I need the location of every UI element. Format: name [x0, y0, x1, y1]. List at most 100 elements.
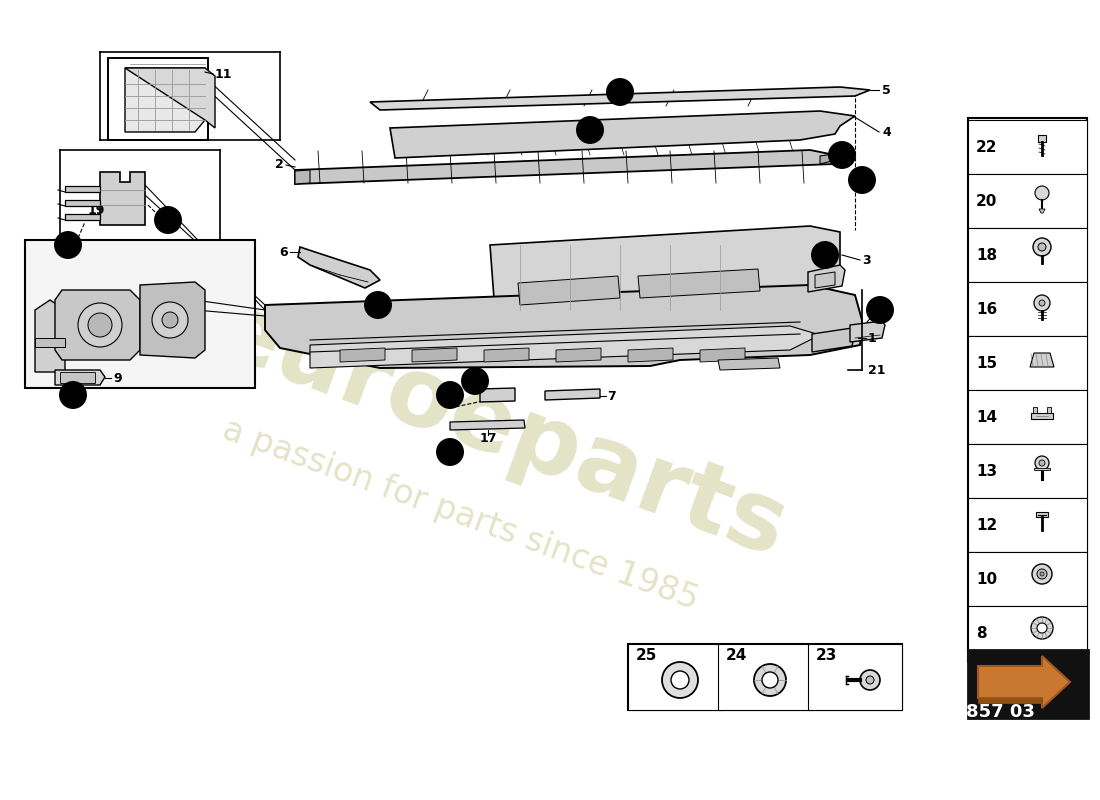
Text: 857 03: 857 03 — [966, 703, 1034, 721]
Text: 2: 2 — [275, 158, 284, 171]
Polygon shape — [718, 358, 780, 370]
Circle shape — [152, 302, 188, 338]
Polygon shape — [1033, 407, 1037, 413]
Polygon shape — [100, 172, 145, 225]
Polygon shape — [55, 370, 104, 385]
Text: 23: 23 — [816, 649, 837, 663]
Circle shape — [365, 292, 390, 318]
Polygon shape — [1030, 353, 1054, 367]
Text: 4: 4 — [882, 126, 891, 138]
Bar — [968, 552, 1087, 606]
Polygon shape — [556, 348, 601, 362]
Text: 1: 1 — [868, 331, 877, 345]
Text: 20: 20 — [976, 194, 998, 209]
Polygon shape — [370, 87, 870, 110]
Circle shape — [1040, 460, 1045, 466]
Polygon shape — [820, 153, 840, 164]
Text: 24: 24 — [726, 649, 747, 663]
Bar — [968, 282, 1087, 336]
Circle shape — [437, 382, 463, 408]
Text: 19: 19 — [88, 203, 106, 217]
Bar — [968, 606, 1087, 660]
Bar — [968, 650, 1088, 718]
Circle shape — [860, 670, 880, 690]
Polygon shape — [812, 328, 855, 352]
Polygon shape — [978, 656, 1070, 708]
Text: 24: 24 — [60, 240, 76, 250]
Polygon shape — [978, 698, 1042, 703]
Polygon shape — [1047, 407, 1050, 413]
Text: 10: 10 — [65, 390, 80, 400]
Polygon shape — [55, 290, 140, 360]
Polygon shape — [628, 348, 673, 362]
Text: 7: 7 — [607, 390, 616, 402]
Bar — [968, 498, 1087, 552]
Bar — [968, 336, 1087, 390]
Text: a passion for parts since 1985: a passion for parts since 1985 — [218, 414, 703, 617]
Text: euroeparts: euroeparts — [200, 283, 800, 577]
Polygon shape — [1040, 209, 1045, 213]
Circle shape — [155, 207, 182, 233]
Polygon shape — [1034, 468, 1050, 470]
Circle shape — [88, 313, 112, 337]
Text: 14: 14 — [582, 125, 597, 135]
Circle shape — [829, 142, 855, 168]
Text: 15: 15 — [976, 355, 997, 370]
Polygon shape — [35, 338, 65, 347]
Polygon shape — [140, 282, 205, 358]
Polygon shape — [340, 348, 385, 362]
Polygon shape — [544, 389, 600, 400]
Text: 16: 16 — [834, 150, 850, 160]
Polygon shape — [125, 68, 214, 128]
Polygon shape — [1038, 135, 1046, 142]
Circle shape — [754, 664, 786, 696]
Text: 5: 5 — [882, 83, 891, 97]
Circle shape — [1031, 617, 1053, 639]
Bar — [628, 644, 722, 710]
Polygon shape — [518, 276, 620, 305]
Circle shape — [1035, 186, 1049, 200]
Circle shape — [578, 117, 603, 143]
Polygon shape — [125, 68, 205, 132]
Polygon shape — [638, 269, 760, 298]
Bar — [25, 240, 255, 388]
Bar — [968, 118, 1087, 662]
Circle shape — [55, 232, 81, 258]
Polygon shape — [390, 111, 855, 158]
Circle shape — [1037, 569, 1047, 579]
Polygon shape — [815, 272, 835, 288]
Bar — [968, 444, 1087, 498]
Circle shape — [78, 303, 122, 347]
Bar — [108, 58, 208, 140]
Bar — [808, 644, 902, 710]
Text: 12: 12 — [817, 250, 833, 260]
Circle shape — [849, 167, 875, 193]
Circle shape — [1035, 456, 1049, 470]
Text: 9: 9 — [113, 371, 122, 385]
Polygon shape — [450, 420, 525, 430]
Text: 3: 3 — [862, 254, 870, 266]
Polygon shape — [850, 321, 886, 342]
Bar — [968, 390, 1087, 444]
Text: 12: 12 — [976, 518, 998, 533]
Circle shape — [1033, 238, 1050, 256]
Polygon shape — [35, 300, 65, 372]
Polygon shape — [490, 226, 840, 312]
Polygon shape — [65, 214, 100, 220]
Text: 14: 14 — [976, 410, 997, 425]
Circle shape — [1032, 564, 1052, 584]
Text: 17: 17 — [480, 431, 497, 445]
Circle shape — [462, 368, 488, 394]
Text: 18: 18 — [442, 390, 458, 400]
Text: 8: 8 — [471, 376, 478, 386]
Polygon shape — [65, 200, 100, 206]
Circle shape — [866, 676, 874, 684]
Text: 11: 11 — [214, 69, 232, 82]
Text: 8: 8 — [976, 626, 987, 641]
Circle shape — [671, 671, 689, 689]
Text: 21: 21 — [868, 363, 886, 377]
Polygon shape — [700, 348, 745, 362]
Circle shape — [1038, 243, 1046, 251]
Text: 22: 22 — [976, 139, 998, 154]
Text: 22: 22 — [872, 305, 888, 315]
